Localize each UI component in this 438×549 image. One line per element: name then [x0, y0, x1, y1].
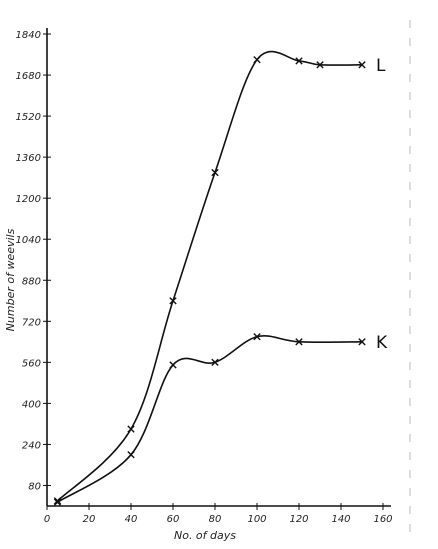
series-k-point	[358, 338, 366, 346]
series-k-point	[53, 498, 62, 506]
y-axis-ticks: 80 240 400 560 720 880 1040 1200 1360 1520 1680 184…	[16, 30, 51, 492]
x-tick-label: 0	[44, 514, 50, 525]
x-axis-ticks: 0 20 40 60 80 100 120 140 160	[44, 503, 393, 525]
series-l-point	[253, 55, 261, 64]
series-l-line	[56, 50, 363, 502]
series-l-point	[211, 168, 219, 177]
y-tick-label: 560	[22, 358, 41, 369]
y-tick-label: 880	[22, 276, 41, 287]
x-tick-label: 160	[373, 514, 392, 525]
x-tick-label: 80	[209, 514, 222, 525]
y-tick-label: 1360	[16, 153, 41, 164]
series-l-point	[295, 57, 303, 65]
series-l-point	[316, 61, 324, 69]
y-tick-label: 1680	[16, 71, 41, 82]
series-l-label: L	[376, 56, 386, 76]
series-k-point	[253, 333, 261, 341]
series-k-point	[127, 451, 135, 459]
series-k-line	[57, 335, 363, 503]
series-l-point	[53, 497, 62, 505]
series-l-point	[358, 61, 366, 69]
y-tick-label: 1520	[16, 112, 41, 123]
y-tick-label: 1200	[16, 194, 41, 205]
x-tick-label: 140	[331, 514, 350, 525]
x-tick-label: 40	[125, 514, 138, 525]
y-tick-label: 1040	[16, 235, 41, 246]
x-axis-title: No. of days	[174, 529, 236, 542]
series-k-point	[211, 358, 219, 367]
series-k-label: K	[376, 333, 388, 353]
y-tick-label: 80	[28, 481, 41, 492]
x-tick-label: 100	[247, 514, 266, 525]
y-tick-label: 1840	[16, 30, 41, 41]
series-k-point	[295, 338, 303, 346]
series-k-point	[169, 361, 177, 369]
x-tick-label: 20	[83, 514, 96, 525]
y-axis-title: Number of weevils	[4, 228, 17, 331]
y-tick-label: 240	[22, 440, 41, 451]
series-layer: LK	[53, 50, 388, 506]
series-l-point	[127, 425, 135, 433]
y-tick-label: 400	[22, 399, 41, 410]
x-tick-label: 120	[289, 514, 308, 525]
y-tick-label: 720	[22, 317, 41, 328]
series-l-point	[169, 297, 177, 305]
x-tick-label: 60	[167, 514, 180, 525]
